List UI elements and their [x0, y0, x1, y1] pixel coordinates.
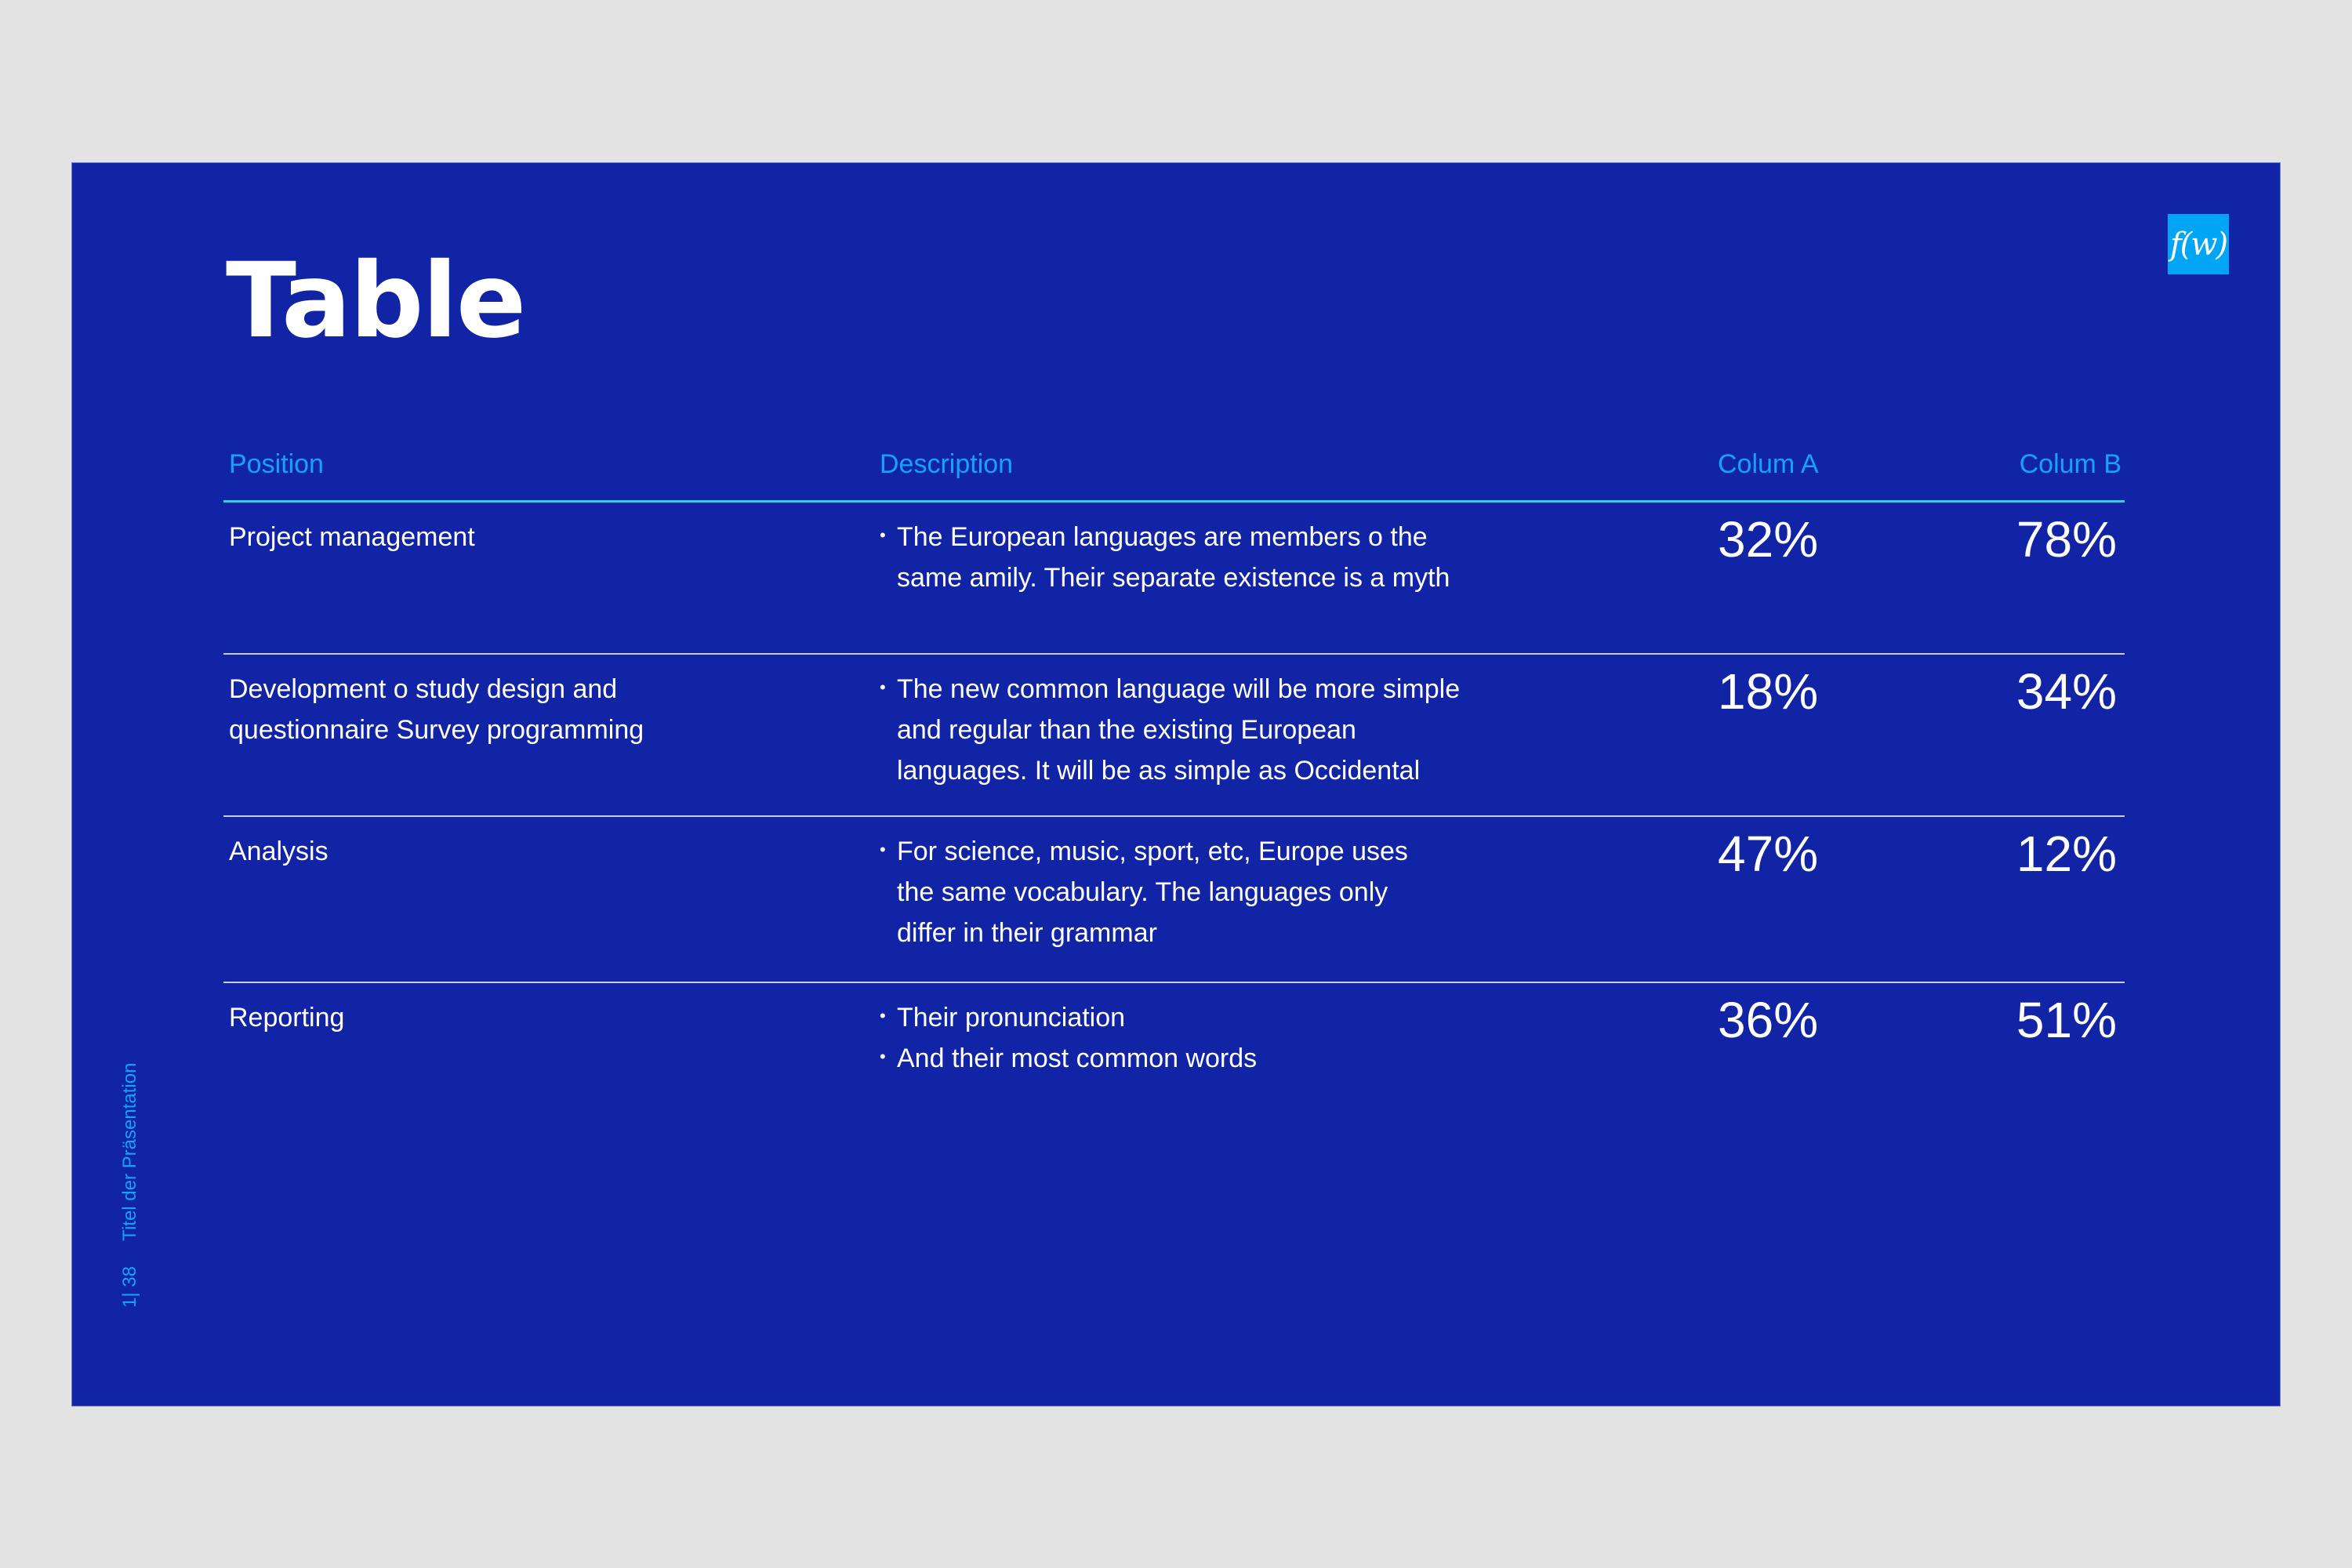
- cell-colum-b: 51%: [2016, 992, 2117, 1048]
- bullet-item: The new common language will be more sim…: [880, 667, 1475, 791]
- presentation-title: Titel der Präsentation: [119, 1062, 140, 1241]
- cell-description: The European languages are members o the…: [880, 515, 1452, 598]
- table-row: Reporting Their pronunciation And their …: [223, 983, 2125, 1101]
- data-table: Position Description Colum A Colum B Pro…: [223, 445, 2125, 1101]
- table-row: Analysis For science, music, sport, etc,…: [223, 817, 2125, 983]
- cell-description: Their pronunciation And their most commo…: [880, 996, 1475, 1079]
- header-colum-a: Colum A: [1718, 449, 1819, 479]
- bullet-item: The European languages are members o the…: [880, 515, 1452, 598]
- bullet-item: And their most common words: [880, 1036, 1475, 1079]
- cell-position: Project management: [229, 522, 475, 552]
- cell-colum-a: 18%: [1718, 663, 1819, 720]
- slide: f(w) Table Position Description Colum A …: [72, 163, 2280, 1406]
- table-row: Development o study design and questionn…: [223, 655, 2125, 817]
- bullet-item: Their pronunciation: [880, 996, 1475, 1038]
- table-row: Project management The European language…: [223, 503, 2125, 655]
- slide-title: Table: [226, 241, 526, 361]
- cell-colum-b: 78%: [2016, 511, 2117, 568]
- page-number: 1| 38: [119, 1266, 140, 1308]
- slide-footer: 1| 38 Titel der Präsentation: [119, 1063, 141, 1308]
- cell-position: Reporting: [229, 1003, 345, 1033]
- cell-position: Analysis: [229, 837, 328, 866]
- cell-colum-a: 47%: [1718, 826, 1819, 882]
- bullet-item: For science, music, sport, etc, Europe u…: [880, 829, 1436, 953]
- cell-description: For science, music, sport, etc, Europe u…: [880, 829, 1436, 953]
- cell-description: The new common language will be more sim…: [880, 667, 1475, 791]
- cell-colum-b: 34%: [2016, 663, 2117, 720]
- table-header: Position Description Colum A Colum B: [223, 445, 2125, 503]
- header-description: Description: [880, 449, 1014, 479]
- cell-colum-a: 32%: [1718, 511, 1819, 568]
- cell-position: Development o study design and questionn…: [229, 674, 644, 745]
- cell-colum-b: 12%: [2016, 826, 2117, 882]
- fw-logo-icon: f(w): [2168, 214, 2229, 274]
- header-colum-b: Colum B: [2019, 449, 2122, 479]
- cell-colum-a: 36%: [1718, 992, 1819, 1048]
- header-position: Position: [229, 449, 324, 479]
